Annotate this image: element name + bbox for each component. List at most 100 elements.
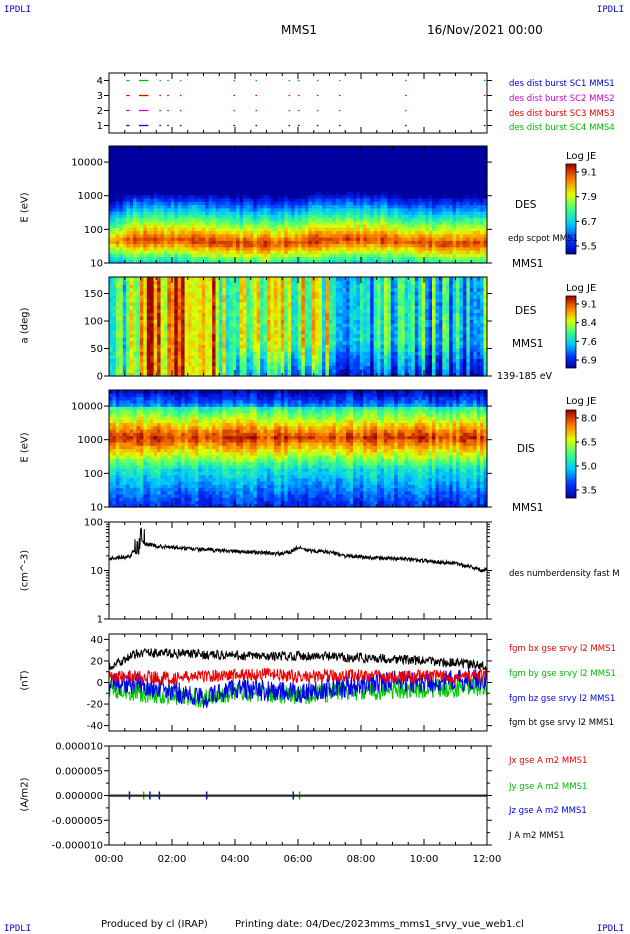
des-energy-cell — [435, 224, 440, 228]
des-energy-cell — [243, 256, 248, 261]
des-pitch-cell — [208, 368, 213, 374]
des-energy-cell — [342, 217, 347, 222]
des-energy-cell — [122, 162, 127, 167]
des-energy-cell — [425, 214, 430, 219]
des-energy-cell — [263, 146, 268, 150]
des-energy-cell — [119, 240, 124, 245]
des-energy-cell — [438, 220, 443, 225]
des-energy-cell — [370, 256, 375, 261]
des-energy-cell — [194, 185, 199, 189]
des-energy-cell — [473, 233, 478, 238]
des-pitch-cell — [184, 337, 189, 342]
des-energy-cell — [201, 233, 206, 238]
des-energy-cell — [425, 227, 430, 232]
des-pitch-cell — [126, 365, 131, 370]
des-pitch-cell — [143, 365, 148, 370]
des-energy-cell — [280, 243, 285, 248]
des-energy-cell — [133, 155, 138, 160]
des-pitch-cell — [126, 347, 131, 352]
des-pitch-cell — [126, 368, 131, 374]
des-energy-cell — [225, 259, 230, 264]
des-energy-cell — [456, 165, 461, 170]
des-energy-cell — [188, 168, 193, 173]
des-pitch-cell — [150, 301, 155, 306]
des-pitch-cell — [153, 372, 158, 377]
des-pitch-cell — [184, 372, 189, 377]
des-energy-cell — [349, 185, 354, 189]
des-energy-cell — [339, 217, 344, 222]
des-pitch-cell — [126, 312, 131, 317]
des-pitch-cell — [170, 277, 175, 282]
des-energy-cell — [308, 146, 313, 150]
des-energy-cell — [325, 250, 330, 254]
des-energy-cell — [335, 185, 340, 189]
des-energy-cell — [153, 172, 158, 176]
des-energy-cell — [414, 162, 419, 167]
des-energy-cell — [284, 246, 289, 251]
des-energy-cell — [332, 246, 337, 251]
des-energy-cell — [397, 172, 402, 176]
des-energy-cell — [370, 152, 375, 157]
des-energy-cell — [284, 204, 289, 209]
des-pitch-cell — [146, 347, 151, 352]
des-pitch-cell — [115, 301, 120, 306]
des-pitch-cell — [215, 319, 220, 324]
des-energy-cell — [267, 185, 272, 189]
des-energy-cell — [191, 207, 196, 212]
des-pitch-cell — [133, 351, 138, 356]
des-energy-cell — [208, 155, 213, 160]
des-energy-cell — [280, 217, 285, 222]
des-energy-cell — [236, 233, 241, 238]
des-energy-cell — [346, 211, 351, 215]
des-pitch-cell — [170, 344, 175, 349]
des-pitch-cell — [122, 322, 127, 328]
des-energy-cell — [480, 175, 485, 180]
des-pitch-cell — [191, 301, 196, 306]
des-energy-cell — [143, 146, 148, 150]
des-pitch-cell — [119, 277, 124, 282]
des-energy-cell — [184, 172, 189, 176]
des-energy-cell — [318, 220, 323, 225]
des-pitch-cell — [160, 322, 165, 328]
des-pitch-cell — [146, 358, 151, 363]
des-energy-cell — [153, 259, 158, 264]
des-energy-cell — [270, 256, 275, 261]
des-pitch-cell — [146, 284, 151, 289]
des-energy-cell — [294, 250, 299, 254]
des-energy-cell — [462, 253, 467, 258]
des-pitch-cell — [218, 291, 223, 296]
des-energy-cell — [181, 172, 186, 176]
des-energy-cell — [232, 211, 237, 215]
des-energy-cell — [119, 214, 124, 219]
des-energy-cell — [401, 220, 406, 225]
des-energy-cell — [466, 175, 471, 180]
des-energy-cell — [480, 240, 485, 245]
des-energy-cell — [167, 243, 172, 248]
des-energy-cell — [263, 224, 268, 228]
des-pitch-cell — [225, 344, 230, 349]
des-energy-cell — [339, 159, 344, 163]
des-energy-cell — [356, 172, 361, 176]
des-energy-cell — [139, 155, 144, 160]
des-energy-cell — [194, 162, 199, 167]
des-energy-cell — [335, 230, 340, 235]
des-energy-cell — [129, 155, 134, 160]
des-energy-cell — [325, 146, 330, 150]
des-energy-cell — [205, 259, 210, 264]
des-pitch-cell — [184, 361, 189, 366]
des-energy-cell — [373, 227, 378, 232]
des-pitch-cell — [181, 287, 186, 292]
des-energy-cell — [428, 185, 433, 189]
des-energy-cell — [476, 230, 481, 235]
des-energy-cell — [273, 198, 278, 202]
des-energy-cell — [267, 168, 272, 173]
des-energy-cell — [328, 246, 333, 251]
des-energy-cell — [236, 224, 241, 228]
des-energy-cell — [201, 256, 206, 261]
des-energy-cell — [449, 256, 454, 261]
des-pitch-cell — [146, 315, 151, 321]
des-energy-cell — [449, 198, 454, 202]
des-pitch-cell — [129, 330, 134, 335]
des-energy-cell — [243, 214, 248, 219]
des-energy-cell — [146, 230, 151, 235]
